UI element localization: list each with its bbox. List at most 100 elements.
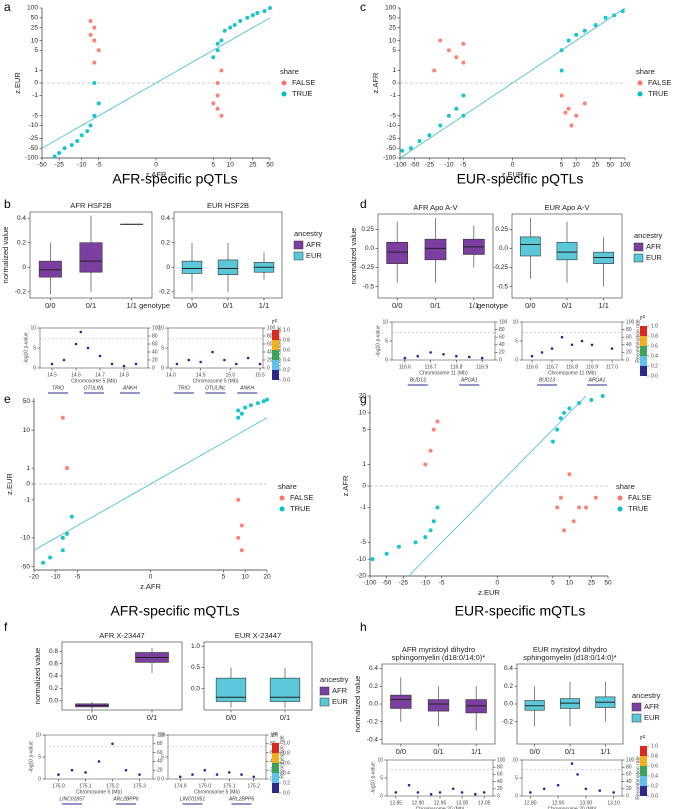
x-axis-label: Chromosome 5 (Mb) <box>76 789 122 795</box>
y-tick-label: -5 <box>360 539 366 546</box>
y-tick-label: 5 <box>515 338 518 344</box>
y-tick-label: 60 <box>152 341 158 347</box>
panel-label: a <box>4 0 11 14</box>
gene-label: OTULINL <box>83 385 104 391</box>
legend-label: EUR <box>646 253 662 262</box>
point <box>574 32 579 37</box>
y-tick-label: 0 <box>385 357 388 363</box>
x-tick-label: -10 <box>444 162 454 169</box>
point <box>243 405 248 410</box>
point <box>41 560 46 565</box>
colorbar-title: r² <box>272 730 277 739</box>
y-tick-label: -20 <box>357 573 367 580</box>
box <box>519 236 541 257</box>
point <box>227 771 231 774</box>
y-tick-label: 5 <box>380 775 383 781</box>
chart-title: AFR HSF2B <box>70 201 111 210</box>
point <box>252 775 256 779</box>
point <box>262 9 267 14</box>
y-tick-label: 60 <box>157 750 163 756</box>
legend-swatch <box>279 506 285 512</box>
point <box>429 792 433 796</box>
x-tick-label: 13.10 <box>607 800 620 806</box>
legend-swatch <box>631 702 642 712</box>
point <box>124 768 128 772</box>
y-tick-label: 0.0 <box>369 701 378 708</box>
colorbar-segment <box>272 763 279 773</box>
x-tick-label: 0/1 <box>147 713 157 722</box>
legend-swatch <box>617 495 623 501</box>
point <box>612 791 615 794</box>
y-tick-label: 25 <box>31 24 39 31</box>
colorbar-segment <box>272 360 279 370</box>
y-axis-label: -log10 p-value <box>370 762 376 794</box>
colorbar-title: r² <box>640 313 645 322</box>
point <box>255 401 260 406</box>
legend-swatch <box>637 91 643 97</box>
legend-swatch <box>293 240 304 250</box>
point <box>567 406 572 411</box>
point <box>215 48 220 53</box>
point <box>62 358 66 362</box>
x-tick-label: 14.8 <box>119 372 129 378</box>
point <box>435 505 440 510</box>
x-tick-label: 25 <box>588 580 596 587</box>
y-tick-label: 1 <box>392 67 396 74</box>
x-tick-label: 175.2 <box>106 783 119 789</box>
gene-label: BUD13 <box>410 377 426 383</box>
x-axis-label: z.AFR <box>146 170 167 179</box>
y-axis-label: normalized value <box>349 228 358 285</box>
point <box>65 531 70 536</box>
x-tick-label: 0 <box>511 162 515 169</box>
y-tick-label: 50 <box>389 15 397 22</box>
x-tick-label: 10 <box>227 162 235 169</box>
section-heading: AFR-specific pQTLs <box>112 171 237 187</box>
point <box>480 356 484 360</box>
point <box>70 768 74 772</box>
box <box>38 260 62 278</box>
point <box>569 123 574 128</box>
y-tick-label: 0 <box>34 80 38 87</box>
y-tick-label: 20 <box>157 768 163 774</box>
x-axis-label: z.AFR <box>140 582 161 591</box>
y-axis-label: -log10 p-value <box>375 325 381 357</box>
gene-label: TRIO <box>178 385 190 391</box>
y-tick-label: 0.4 <box>369 665 378 672</box>
x-tick-label: 175.3 <box>133 783 146 789</box>
y-tick-label: 0.25 <box>361 226 374 233</box>
x-tick-label: -100 <box>363 580 376 587</box>
y-axis-label: -log10 p-value <box>28 741 34 773</box>
point <box>370 557 375 562</box>
y-tick-label: 0.4 <box>49 673 58 680</box>
point <box>570 762 574 765</box>
x-tick-label: 175.1 <box>223 783 236 789</box>
colorbar-tick-label: 0.2 <box>651 363 658 369</box>
point <box>589 397 594 402</box>
point <box>122 364 126 368</box>
x-axis-label: genotype <box>477 301 508 310</box>
x-tick-label: 10 <box>573 162 581 169</box>
y-tick-label: 5 <box>38 754 41 760</box>
x-tick-label: 5 <box>222 574 226 581</box>
y-tick-label: -0.2 <box>367 718 379 725</box>
x-tick-label: 1/1 <box>469 301 479 310</box>
point <box>60 548 65 553</box>
colorbar-segment <box>272 783 279 793</box>
y-tick-label: 60 <box>499 335 505 341</box>
panel-label: b <box>4 197 11 211</box>
plot-panel <box>167 734 267 780</box>
point <box>550 439 555 444</box>
y-tick-label: 5 <box>34 47 38 54</box>
point <box>529 791 532 794</box>
y-tick-label: -1 <box>360 504 366 511</box>
colorbar-tick-label: 0.6 <box>283 347 290 353</box>
y-axis-label: z.EUR <box>13 72 22 94</box>
x-tick-label: 5 <box>211 162 215 169</box>
y-tick-label: -0.5 <box>363 283 375 290</box>
y-axis-label: normalized value <box>1 227 10 284</box>
x-tick-label: 15.0 <box>225 372 235 378</box>
legend-swatch <box>631 713 642 723</box>
x-tick-label: 175.0 <box>198 783 211 789</box>
x-tick-label: -50 <box>382 580 392 587</box>
